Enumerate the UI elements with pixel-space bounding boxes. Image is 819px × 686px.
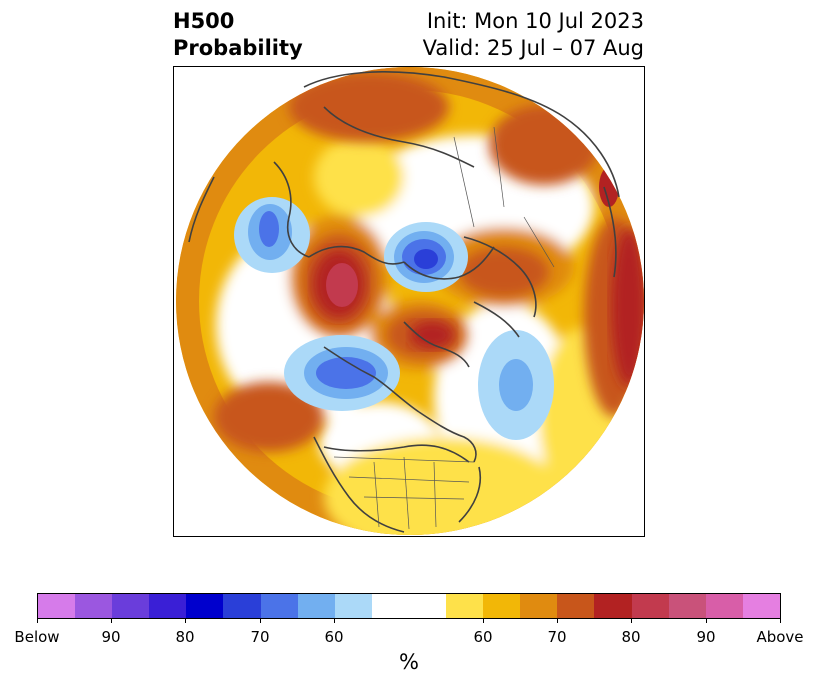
colorbar-segment xyxy=(594,594,632,618)
map-svg xyxy=(176,67,644,535)
colorbar-segment xyxy=(520,594,558,618)
colorbar-tick-mark xyxy=(260,618,261,623)
coastlines xyxy=(188,71,620,533)
colorbar-segment xyxy=(297,594,335,618)
polar-map xyxy=(173,66,645,537)
colorbar-tick-mark xyxy=(185,618,186,623)
colorbar-segment xyxy=(742,594,780,618)
colorbar-tick-label: 90 xyxy=(696,628,716,646)
init-date: Init: Mon 10 Jul 2023 xyxy=(426,9,644,33)
colorbar-segment xyxy=(112,594,150,618)
colorbar-tick-mark xyxy=(557,618,558,623)
colorbar-tick-label: Above xyxy=(756,628,804,646)
colorbar-tick-mark xyxy=(631,618,632,623)
colorbar-tick-label: 70 xyxy=(547,628,567,646)
colorbar-segment xyxy=(668,594,706,618)
colorbar-segment xyxy=(705,594,743,618)
colorbar xyxy=(37,593,781,619)
colorbar-tick-label: 90 xyxy=(101,628,121,646)
colorbar-tick-mark xyxy=(334,618,335,623)
colorbar-segment xyxy=(223,594,261,618)
colorbar-unit-label: % xyxy=(399,650,419,674)
colorbar-segment xyxy=(186,594,224,618)
chart-title: H500 Probability xyxy=(173,8,303,62)
colorbar-tick-mark xyxy=(483,618,484,623)
probability-field xyxy=(176,67,644,535)
colorbar-tick-label: 80 xyxy=(175,628,195,646)
colorbar-tick-label: 60 xyxy=(324,628,344,646)
colorbar-tick-mark xyxy=(37,618,38,623)
valid-range: Valid: 25 Jul – 07 Aug xyxy=(422,36,644,60)
colorbar-tick-label: 60 xyxy=(473,628,493,646)
colorbar-segment xyxy=(149,594,187,618)
colorbar-tick-label: 70 xyxy=(250,628,270,646)
colorbar-tick-mark xyxy=(706,618,707,623)
run-info: Init: Mon 10 Jul 2023 Valid: 25 Jul – 07… xyxy=(423,8,644,62)
colorbar-tick-label: Below xyxy=(14,628,60,646)
title-line-1: H500 xyxy=(173,9,235,33)
colorbar-segment xyxy=(371,594,447,618)
colorbar-tick-label: 80 xyxy=(621,628,641,646)
colorbar-segment xyxy=(446,594,484,618)
colorbar-segment xyxy=(38,594,76,618)
borders xyxy=(333,126,555,530)
colorbar-tick-mark xyxy=(780,618,781,623)
colorbar-segment xyxy=(334,594,372,618)
colorbar-tick-mark xyxy=(111,618,112,623)
title-line-2: Probability xyxy=(173,36,303,60)
colorbar-segment xyxy=(483,594,521,618)
colorbar-segment xyxy=(631,594,669,618)
colorbar-segment xyxy=(557,594,595,618)
colorbar-segment xyxy=(260,594,298,618)
colorbar-segment xyxy=(75,594,113,618)
